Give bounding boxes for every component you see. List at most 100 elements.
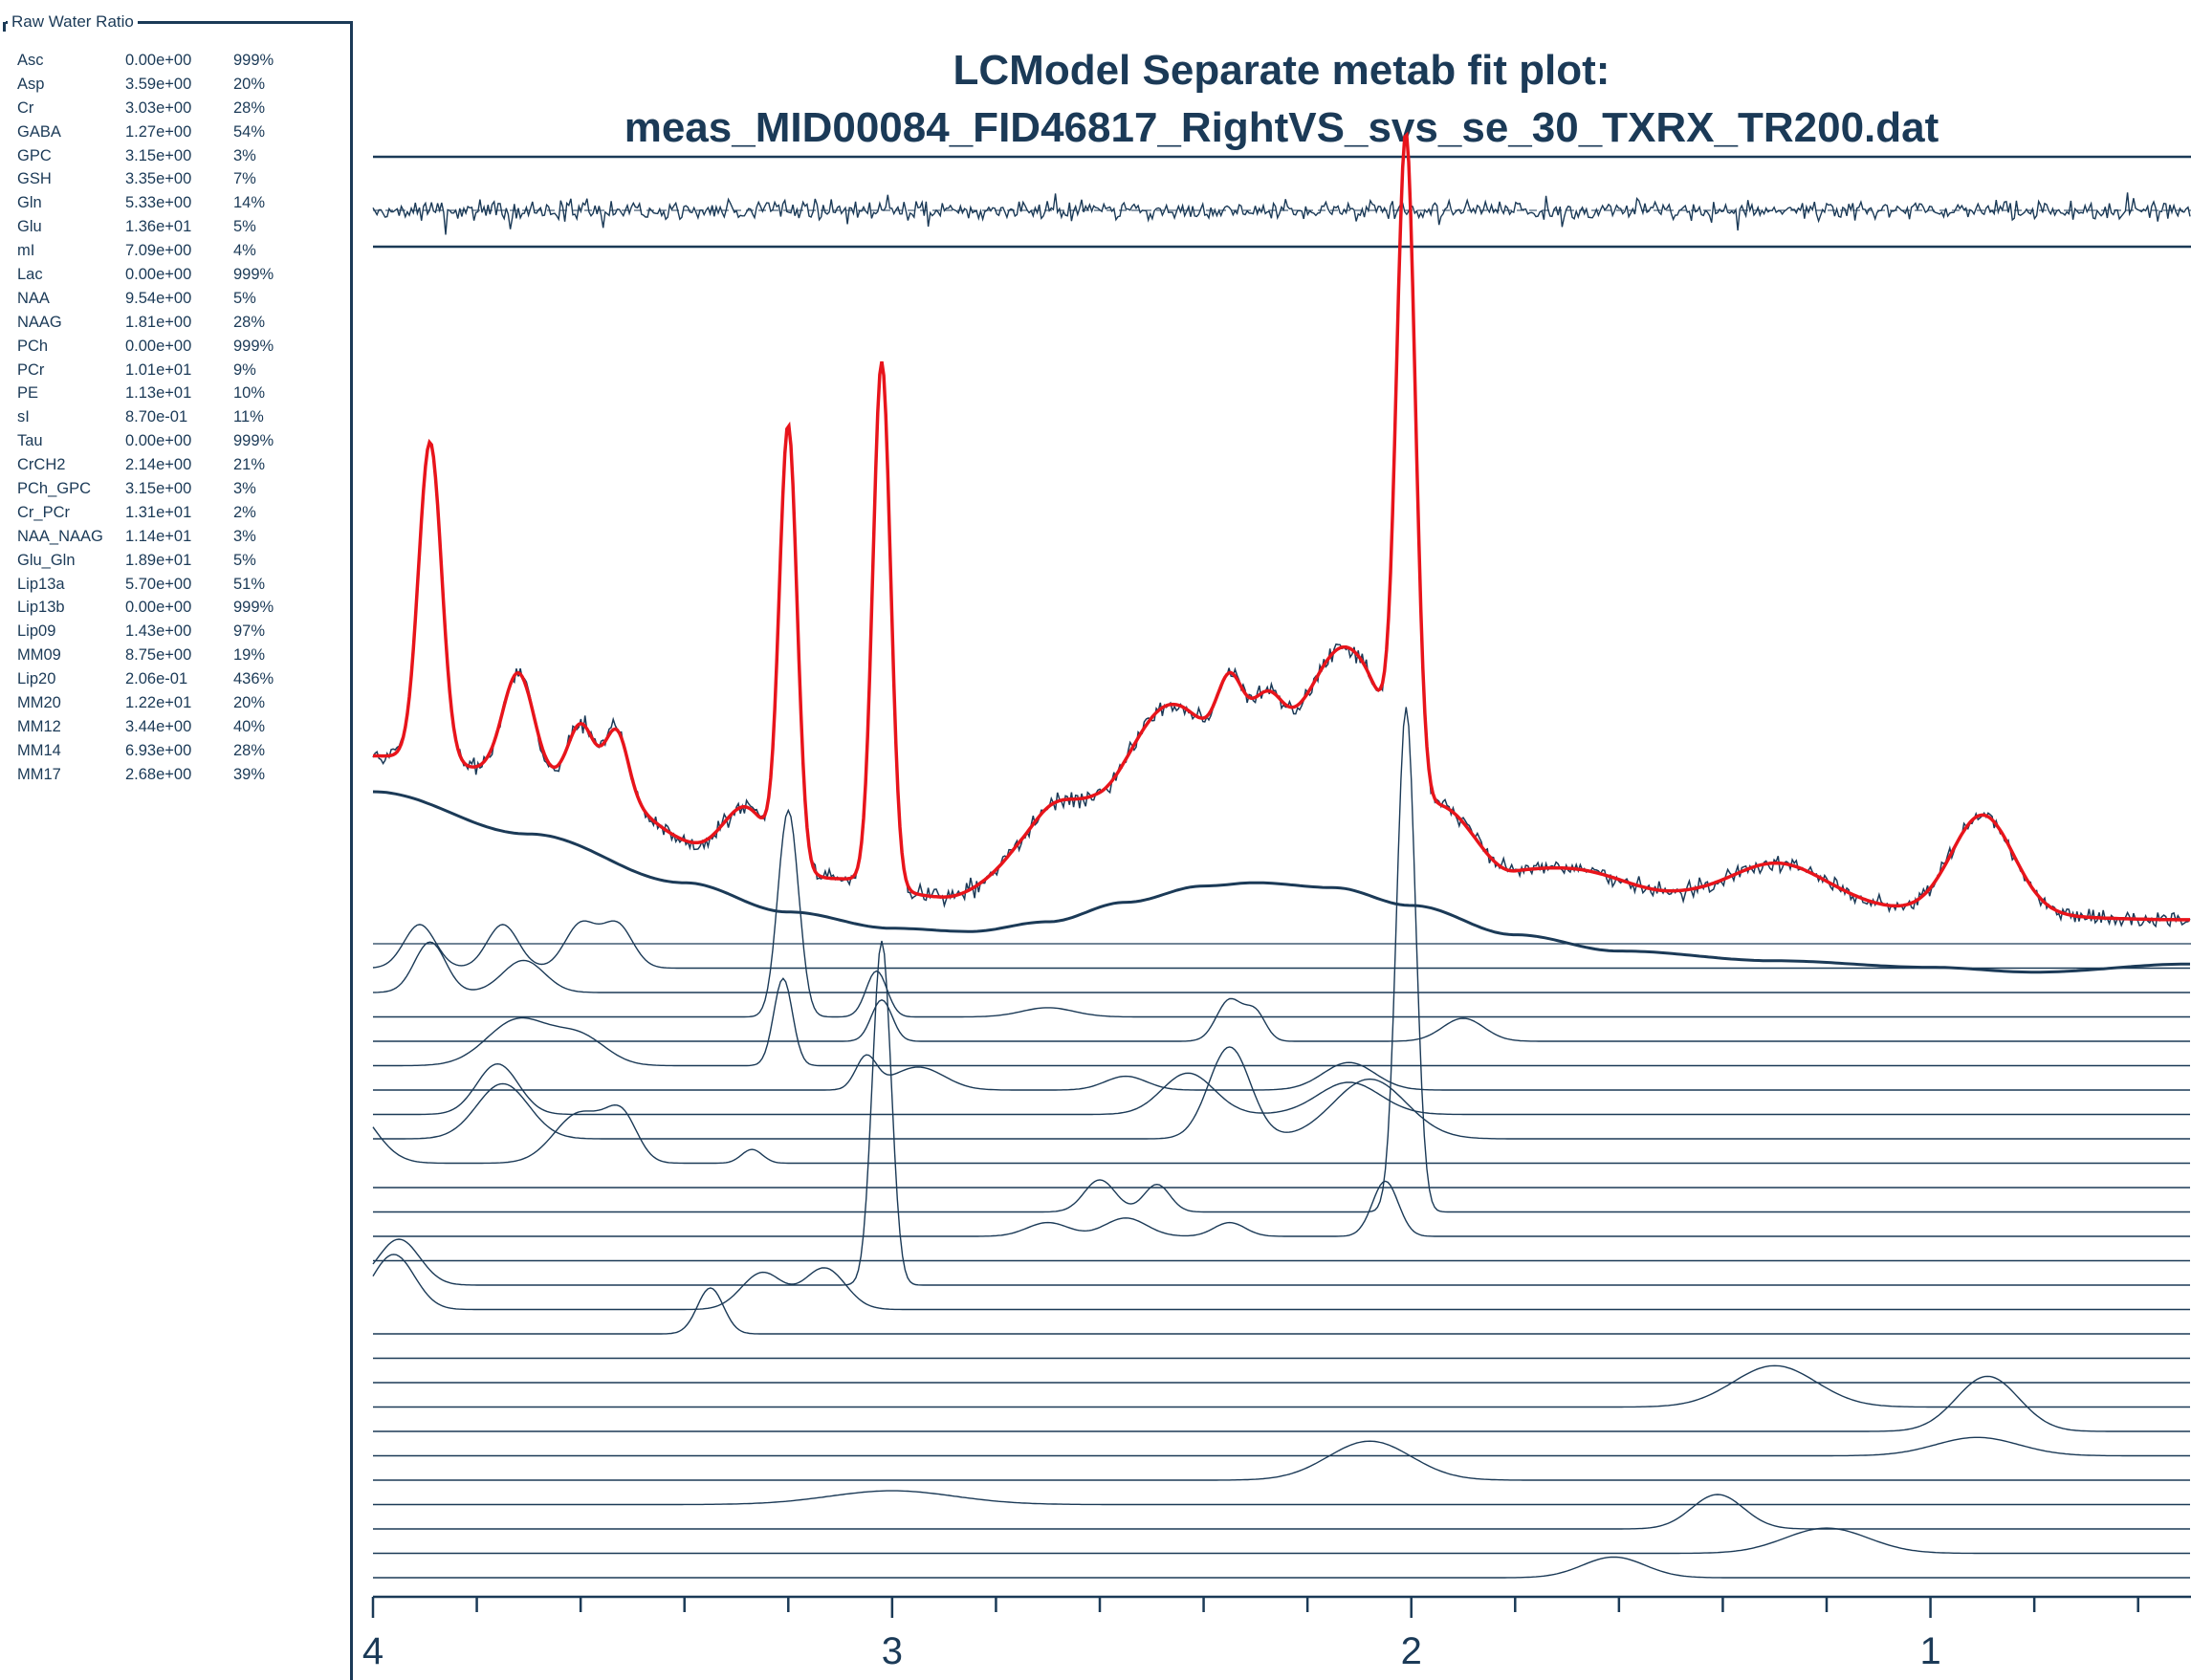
legend-title: Raw Water Ratio xyxy=(8,12,138,32)
data-spectrum xyxy=(372,136,2191,928)
component-trace-mm17 xyxy=(373,1556,2190,1579)
legend-metabolite-value: 3.35e+00 xyxy=(125,170,192,188)
legend-metabolite-sd: 97% xyxy=(233,622,266,641)
component-trace-lip13b xyxy=(373,1364,2190,1408)
legend-metabolite-name: CrCH2 xyxy=(17,456,66,474)
legend-metabolite-value: 3.03e+00 xyxy=(125,98,192,117)
legend-metabolite-name: Lip20 xyxy=(17,670,56,688)
legend-metabolite-value: 8.75e+00 xyxy=(125,646,192,665)
legend-metabolite-name: PE xyxy=(17,384,39,403)
fit-curve xyxy=(373,131,2190,922)
component-traces xyxy=(372,707,2191,1579)
x-axis: 4 3 2 1 xyxy=(362,1595,2191,1672)
component-trace-lip20 xyxy=(373,1440,2190,1481)
legend-metabolite-sd: 20% xyxy=(233,75,266,93)
legend-metabolite-name: GABA xyxy=(17,122,61,141)
legend-metabolite-sd: 999% xyxy=(233,432,274,450)
residual-panel xyxy=(372,155,2191,249)
legend-metabolite-sd: 28% xyxy=(233,741,266,759)
legend-metabolite-value: 1.27e+00 xyxy=(125,122,192,141)
x-tick-label: 3 xyxy=(882,1630,903,1672)
legend-metabolite-sd: 14% xyxy=(233,194,266,212)
legend-metabolite-sd: 999% xyxy=(233,599,274,617)
legend-metabolite-name: Asc xyxy=(17,52,44,69)
legend-metabolite-name: Cr xyxy=(17,98,34,117)
chart-title-line-1: LCModel Separate metab fit plot: xyxy=(953,47,1610,94)
legend-metabolite-value: 0.00e+00 xyxy=(125,432,192,450)
legend-metabolite-value: 3.44e+00 xyxy=(125,717,192,735)
legend-metabolite-value: 5.33e+00 xyxy=(125,194,192,212)
baseline-curve xyxy=(372,790,2190,974)
legend-metabolite-name: mI xyxy=(17,242,35,260)
legend-metabolite-sd: 4% xyxy=(233,242,256,260)
legend-metabolite-name: GSH xyxy=(17,170,52,188)
legend-metabolite-sd: 21% xyxy=(233,456,266,474)
legend-metabolite-name: MM17 xyxy=(17,765,61,783)
legend-metabolite-sd: 5% xyxy=(233,289,256,307)
legend-metabolite-sd: 436% xyxy=(233,670,274,688)
legend-metabolite-value: 1.81e+00 xyxy=(125,313,192,331)
legend-metabolite-value: 3.59e+00 xyxy=(125,75,192,93)
component-trace-mm14 xyxy=(373,1527,2190,1555)
legend-metabolite-name: Lip13a xyxy=(17,575,65,593)
legend-metabolite-name: Glu_Gln xyxy=(17,551,76,569)
component-trace-lip09 xyxy=(373,1375,2190,1432)
legend-metabolite-sd: 5% xyxy=(233,551,256,569)
fit-group xyxy=(372,131,2191,928)
legend-metabolite-name: NAA xyxy=(17,289,50,307)
x-tick-label: 1 xyxy=(1919,1630,1940,1672)
component-trace-gaba xyxy=(373,997,2190,1042)
legend-metabolite-name: Cr_PCr xyxy=(17,503,71,521)
legend-metabolite-value: 0.00e+00 xyxy=(125,266,192,284)
baseline-group xyxy=(372,790,2190,974)
legend-metabolite-sd: 2% xyxy=(233,503,256,521)
legend-metabolite-name: Asp xyxy=(17,75,45,93)
component-trace-pe xyxy=(372,1254,2190,1311)
legend-metabolite-sd: 39% xyxy=(233,765,266,783)
legend-metabolite-sd: 3% xyxy=(233,146,256,164)
legend-metabolite-name: Lip09 xyxy=(17,622,56,641)
legend-metabolite-value: 8.70e-01 xyxy=(125,408,188,426)
legend-metabolite-sd: 3% xyxy=(233,527,256,545)
legend-metabolite-name: Lac xyxy=(17,266,43,284)
legend-metabolite-sd: 40% xyxy=(233,717,266,735)
component-trace-mm20 xyxy=(373,1490,2190,1506)
legend-metabolite-sd: 28% xyxy=(233,313,266,331)
legend-metabolite-sd: 19% xyxy=(233,646,266,665)
legend-metabolite-sd: 3% xyxy=(233,480,256,498)
component-trace-cr xyxy=(373,808,2190,1018)
legend-metabolite-name: Lip13b xyxy=(17,599,65,617)
legend-metabolite-sd: 5% xyxy=(233,218,256,236)
legend-metabolite-name: MM20 xyxy=(17,694,61,712)
legend-metabolite-sd: 54% xyxy=(233,122,266,141)
legend-metabolite-value: 3.15e+00 xyxy=(125,146,192,164)
legend-metabolite-value: 2.68e+00 xyxy=(125,765,192,783)
legend-metabolite-name: MM09 xyxy=(17,646,61,665)
legend-metabolite-name: PCh_GPC xyxy=(17,480,92,498)
legend-metabolite-value: 1.14e+01 xyxy=(125,527,192,545)
legend-metabolite-name: NAAG xyxy=(17,313,62,331)
legend-metabolite-name: MM12 xyxy=(17,717,61,735)
legend-metabolite-value: 1.31e+01 xyxy=(125,503,192,521)
component-trace-gsh xyxy=(373,1054,2190,1091)
component-trace-mi xyxy=(372,1103,2190,1165)
legend-metabolite-value: 5.70e+00 xyxy=(125,575,192,593)
legend-panel: Raw Water Ratio Asc 0.00e+00 999% Asp 3.59e+… xyxy=(3,12,353,1680)
legend-metabolite-name: GPC xyxy=(17,146,52,164)
legend-metabolite-value: 9.54e+00 xyxy=(125,289,192,307)
legend-metabolite-value: 0.00e+00 xyxy=(125,52,192,69)
legend-metabolite-sd: 28% xyxy=(233,98,266,117)
component-trace-pcr xyxy=(372,940,2190,1286)
legend-metabolite-sd: 999% xyxy=(233,266,274,284)
legend-metabolite-name: MM14 xyxy=(17,741,61,759)
legend-metabolite-name: sI xyxy=(17,408,30,426)
x-tick-label: 4 xyxy=(362,1630,383,1672)
legend-metabolite-value: 1.43e+00 xyxy=(125,622,192,641)
legend-metabolite-value: 6.93e+00 xyxy=(125,741,192,759)
chart-title-line-2: meas_MID00084_FID46817_RightVS_svs_se_30… xyxy=(624,104,1939,151)
legend-metabolite-value: 0.00e+00 xyxy=(125,599,192,617)
legend-metabolite-sd: 9% xyxy=(233,360,256,379)
legend-metabolite-name: Tau xyxy=(17,432,43,450)
component-trace-naa xyxy=(373,707,2190,1213)
